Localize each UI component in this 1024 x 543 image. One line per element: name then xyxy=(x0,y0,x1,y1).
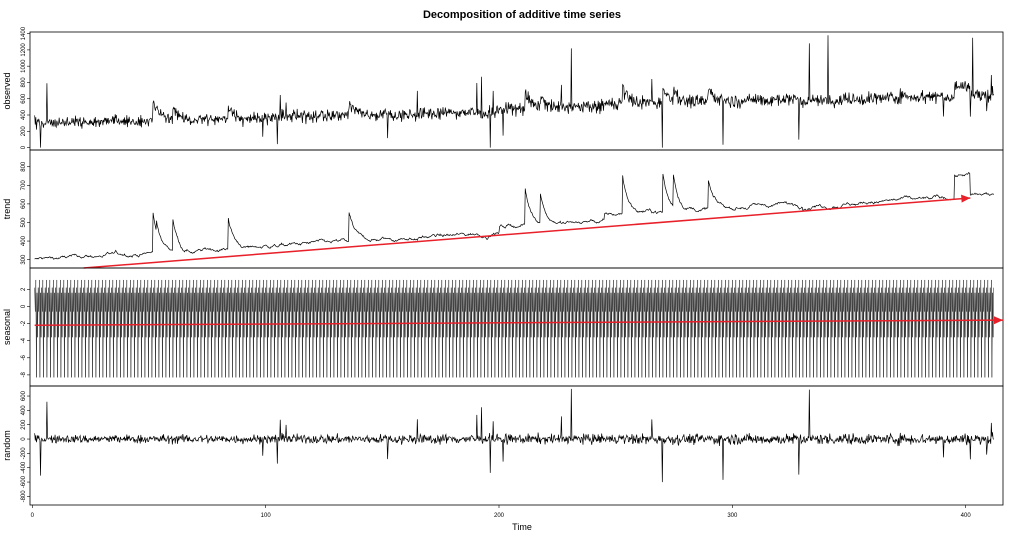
x-tick-label-0: 0 xyxy=(31,513,35,519)
y-tick-label-trend-1: 400 xyxy=(21,235,27,246)
y-tick-label-observed-3: 600 xyxy=(21,93,27,104)
y-tick-label-random-3: -200 xyxy=(21,447,27,460)
panel-frame-trend xyxy=(29,149,1004,269)
y-axis-label-random: random xyxy=(2,430,12,461)
y-tick-label-observed-7: 1400 xyxy=(21,26,27,40)
x-tick-label-3: 300 xyxy=(727,513,738,519)
trend-arrow-head-seasonal xyxy=(993,316,1003,325)
panel-random: -800 -600-400-200 0 200 400 600 random xyxy=(2,385,1004,506)
chart-title: Decomposition of additive time series xyxy=(423,9,621,21)
y-tick-label-observed-2: 400 xyxy=(21,109,27,120)
panel-observed: 0 200 400 600 800 1000 1200 1400 observed xyxy=(2,26,1004,151)
y-tick-label-trend-5: 800 xyxy=(21,161,27,172)
panel-frame-observed xyxy=(29,31,1004,151)
y-tick-label-random-0: -800 xyxy=(21,490,27,503)
x-tick-label-1: 100 xyxy=(261,513,272,519)
series-line-seasonal xyxy=(34,279,994,378)
y-tick-label-observed-1: 200 xyxy=(21,126,27,137)
y-tick-label-trend-0: 300 xyxy=(21,254,27,265)
y-tick-label-observed-6: 1200 xyxy=(21,43,27,57)
y-tick-label-trend-3: 600 xyxy=(21,198,27,209)
series-line-trend xyxy=(34,172,994,260)
series-line-observed xyxy=(34,35,994,148)
y-tick-label-random-2: -400 xyxy=(21,461,27,474)
panel-seasonal: -8 -6 -4 -2 0 2 seasonal xyxy=(2,267,1004,387)
x-axis: 0 100 200 300 400 xyxy=(31,505,972,519)
y-tick-label-seasonal-0: -8 xyxy=(21,372,27,378)
y-tick-label-random-6: 400 xyxy=(21,405,27,416)
y-tick-label-observed-4: 800 xyxy=(21,77,27,88)
y-tick-label-random-7: 600 xyxy=(21,390,27,401)
y-tick-label-random-5: 200 xyxy=(21,419,27,430)
x-tick-label-2: 200 xyxy=(494,513,505,519)
y-tick-label-trend-2: 500 xyxy=(21,217,27,228)
y-tick-label-seasonal-2: -4 xyxy=(21,337,27,343)
trend-arrow-head-trend xyxy=(961,194,971,203)
panels-group: 0200400600800100012001400observed3004005… xyxy=(2,26,1004,506)
y-axis-label-observed: observed xyxy=(2,72,12,109)
x-tick-label-4: 400 xyxy=(961,513,972,519)
panel-frame-random xyxy=(29,385,1004,506)
panel-trend: 300 400 500 600 700 800 trend xyxy=(2,149,1004,269)
y-tick-label-seasonal-5: 2 xyxy=(21,287,27,291)
y-tick-label-random-4: 0 xyxy=(21,437,27,441)
y-tick-label-seasonal-3: -2 xyxy=(21,320,27,326)
y-tick-label-observed-5: 1000 xyxy=(21,59,27,73)
y-axis-label-trend: trend xyxy=(2,199,12,220)
y-axis-label-seasonal: seasonal xyxy=(2,309,12,345)
trend-arrow-line-seasonal xyxy=(34,319,1004,327)
y-tick-label-observed-0: 0 xyxy=(21,145,27,149)
y-tick-label-trend-4: 700 xyxy=(21,180,27,191)
trend-arrow-line-trend xyxy=(83,197,971,269)
series-line-random xyxy=(34,388,994,483)
x-axis-label: Time xyxy=(512,522,532,532)
y-tick-label-random-1: -600 xyxy=(21,475,27,488)
y-tick-label-seasonal-1: -6 xyxy=(21,354,27,360)
y-tick-label-seasonal-4: 0 xyxy=(21,304,27,308)
